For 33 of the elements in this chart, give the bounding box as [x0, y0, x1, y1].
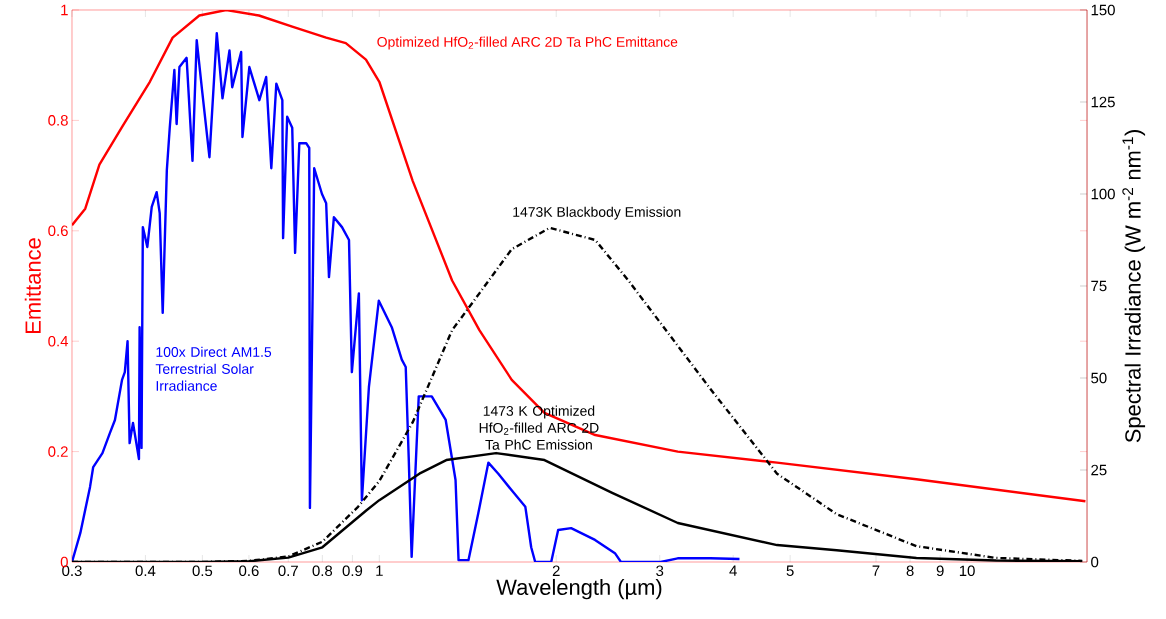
x-tick-label: 1	[376, 565, 383, 576]
y-axis-title: Emittance	[24, 238, 41, 333]
y2-tick-label: 25	[1091, 464, 1107, 476]
x-axis-title: Wavelength (µm)	[496, 578, 662, 600]
x-tick-label: 8	[906, 565, 914, 577]
y2-tick-label: 125	[1091, 96, 1115, 108]
y2-tick-label: 50	[1091, 372, 1107, 384]
x-tick-label: 0.8	[312, 565, 333, 577]
y-tick-label: 1	[61, 4, 68, 16]
series-label: 100x Direct AM1.5 Terrestrial Solar Irradiance	[155, 346, 272, 391]
x-tick-label: 7	[872, 565, 880, 576]
x-tick-label: 10	[959, 565, 975, 577]
x-tick-label: 0.6	[239, 565, 259, 577]
y2-tick-label: 75	[1091, 280, 1107, 292]
x-tick-label: 3	[656, 565, 664, 577]
y-tick-label: 0.8	[48, 115, 68, 126]
y2-tick-label: 100	[1091, 188, 1115, 200]
x-tick-label: 0.5	[192, 565, 213, 577]
y-tick-label: 0.2	[48, 446, 68, 457]
x-tick-label: 2	[552, 565, 560, 576]
series-label: 1473K Blackbody Emission	[513, 206, 681, 220]
x-tick-label: 0.9	[342, 565, 363, 577]
x-tick-label: 5	[786, 565, 794, 576]
y-tick-label: 0.6	[48, 225, 68, 237]
x-tick-label: 9	[936, 565, 944, 577]
y-tick-label: 0.4	[48, 335, 69, 347]
x-tick-label: 0.7	[278, 565, 298, 577]
y2-axis-title: Spectral Irradiance (W m$^{-2}$ nm$^{-1}$)	[1122, 130, 1146, 443]
x-tick-label: 0.4	[135, 565, 156, 577]
y2-tick-label: 0	[1091, 556, 1099, 568]
series-label: Optimized HfO$_{2}$-filled ARC 2D Ta PhC Emittance	[377, 36, 678, 50]
x-tick-label: 4	[729, 565, 737, 576]
y2-tick-label: 150	[1091, 4, 1115, 16]
